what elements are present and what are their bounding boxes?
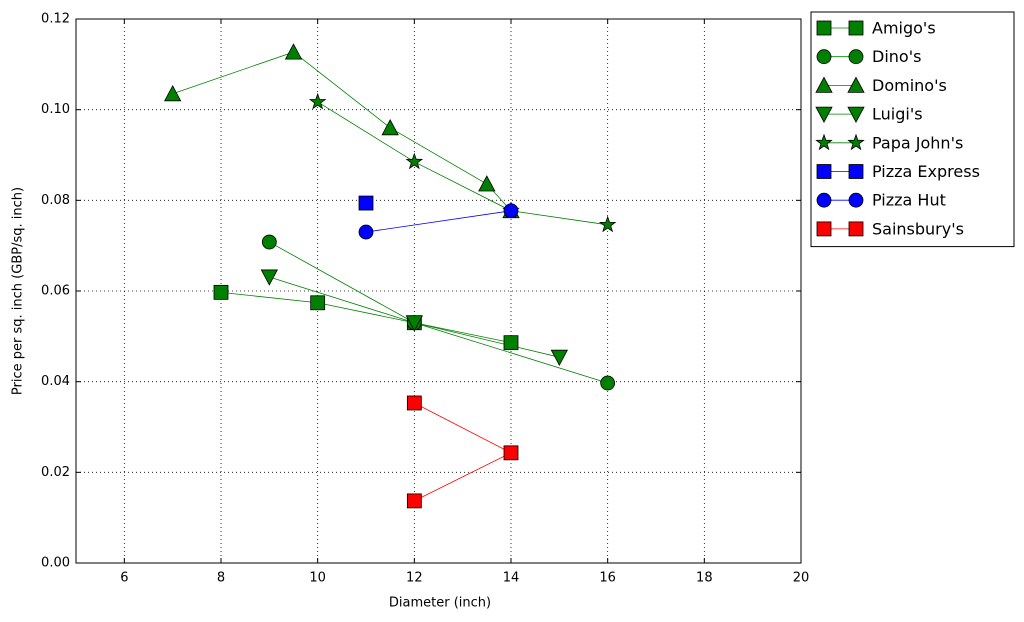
legend-marker [847, 76, 865, 93]
legend-label: Dino's [872, 47, 921, 66]
series-line [172, 51, 512, 212]
legend-marker [816, 20, 832, 36]
marker [598, 215, 617, 233]
legend-marker [815, 106, 833, 123]
x-tick-label: 6 [120, 571, 128, 586]
x-tick-label: 14 [503, 571, 520, 586]
y-tick-label: 0.00 [41, 556, 70, 571]
legend-marker [848, 192, 864, 208]
x-tick-label: 20 [793, 571, 810, 586]
legend-marker [816, 49, 832, 65]
y-tick-label: 0.08 [41, 193, 70, 208]
x-tick-label: 18 [696, 571, 713, 586]
legend-marker [848, 221, 864, 237]
marker [406, 493, 422, 509]
marker [381, 118, 399, 136]
marker [261, 234, 277, 250]
legend-label: Luigi's [872, 105, 923, 124]
y-tick-label: 0.12 [41, 12, 70, 27]
marker [478, 175, 496, 192]
marker [405, 152, 424, 170]
y-tick-label: 0.04 [41, 374, 70, 389]
legend-marker [815, 76, 833, 93]
marker [503, 445, 519, 461]
series-line [269, 241, 608, 384]
marker [310, 295, 326, 311]
marker [308, 92, 327, 110]
marker [405, 315, 424, 332]
x-axis-label: Diameter (inch) [389, 596, 491, 611]
x-tick-label: 16 [599, 571, 616, 586]
marker [260, 269, 279, 286]
y-tick-label: 0.06 [41, 284, 70, 299]
plot-frame [75, 18, 802, 564]
legend-label: Pizza Hut [872, 191, 946, 210]
legend-label: Amigo's [872, 19, 936, 38]
legend-marker [848, 20, 864, 36]
marker [503, 203, 519, 219]
marker [406, 395, 422, 411]
marker [550, 349, 568, 367]
y-axis-label: Price per sq. inch (GBP/sq. inch) [11, 187, 26, 395]
marker [503, 335, 519, 351]
x-tick-label: 12 [406, 571, 423, 586]
legend-marker [847, 133, 865, 151]
legend-marker [848, 164, 864, 179]
legend-marker [848, 49, 864, 65]
marker [284, 43, 303, 60]
y-tick-label: 0.10 [41, 102, 70, 117]
legend-label: Sainsbury's [872, 219, 964, 238]
legend-marker [847, 106, 865, 123]
legend-marker [816, 221, 832, 237]
series-line [365, 210, 512, 233]
x-tick-label: 10 [309, 571, 326, 586]
legend-label: Papa John's [872, 133, 963, 152]
series-line [317, 101, 608, 226]
legend-marker [815, 133, 833, 151]
legend-label: Pizza Express [872, 162, 980, 181]
legend-marker [816, 192, 832, 208]
x-tick-label: 8 [217, 571, 225, 586]
legend-label: Domino's [872, 76, 947, 95]
marker [358, 195, 374, 211]
marker [164, 84, 182, 102]
marker [600, 375, 616, 391]
series-line [414, 402, 512, 502]
marker [213, 284, 229, 300]
legend-marker [816, 164, 832, 179]
y-tick-label: 0.02 [41, 465, 70, 480]
legend-frame [810, 11, 1015, 248]
legend: Amigo's Dino's Domino's Luigi's Papa John's P… [810, 11, 1015, 248]
marker [358, 224, 374, 240]
series-line [220, 291, 512, 344]
